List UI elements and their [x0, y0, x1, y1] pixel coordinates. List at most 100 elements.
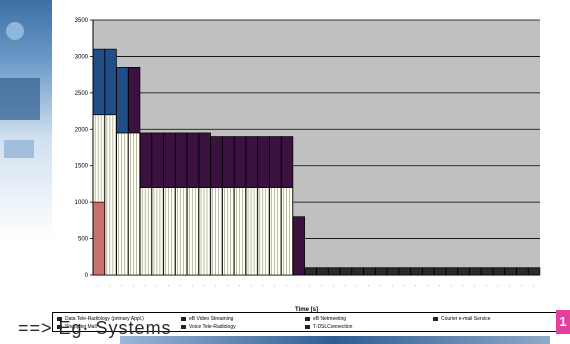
legend-item: Courier e-mail Service [433, 316, 490, 322]
legend-label: eB Netmeeting [313, 316, 347, 322]
legend-label: Shopping Mall [65, 324, 97, 330]
x-tick-label: · [284, 283, 289, 289]
bar-segment [104, 48, 117, 116]
x-tick-label: · [190, 283, 195, 289]
x-tick-label: · [166, 283, 171, 289]
bar-segment [516, 267, 529, 276]
sidebar-shape [0, 78, 40, 120]
bar-segment [433, 267, 447, 276]
legend-swatch [305, 324, 310, 329]
sidebar-shape [6, 22, 24, 40]
x-tick-label: · [237, 283, 242, 289]
legend-item: eB Netmeeting [305, 316, 346, 322]
bar-segment [304, 267, 317, 276]
x-tick-label: · [155, 283, 160, 289]
bar-segment [469, 267, 482, 276]
legend-label: Data Tele-Radiology (primary Appl.) [65, 316, 144, 322]
slide-number: 1 [556, 310, 570, 334]
x-tick-label: · [355, 283, 360, 289]
x-tick-label: · [472, 283, 477, 289]
bar-segment [316, 267, 329, 276]
bar-segment [186, 187, 200, 276]
legend-item: T-DSLConnection [305, 324, 352, 330]
bar-segment [492, 267, 505, 276]
legend-swatch [57, 316, 62, 321]
bar-segment [280, 187, 294, 276]
bar-segment [257, 187, 270, 276]
legend-swatch [57, 324, 62, 329]
x-tick-label: · [414, 283, 419, 289]
x-tick-label: · [390, 283, 395, 289]
legend-item: Shopping Mall [57, 324, 97, 330]
sidebar-shape [4, 140, 34, 158]
chart-legend: Data Tele-Radiology (primary Appl.) eB Vi… [52, 312, 557, 332]
y-tick-label: 0 [85, 273, 89, 279]
bar-segment [351, 267, 364, 276]
x-tick-label: · [143, 283, 148, 289]
x-tick-label: · [119, 283, 124, 289]
bar-segment [210, 187, 223, 276]
legend-label: Voice Tele-Radiology [189, 324, 236, 330]
bar-segment [375, 267, 388, 276]
bar-segment [128, 67, 141, 134]
x-tick-label: · [531, 283, 536, 289]
bar-segment [480, 267, 494, 276]
bar-segment [151, 187, 164, 276]
x-tick-label: · [519, 283, 524, 289]
bar-segment [222, 187, 235, 276]
x-tick-label: · [319, 283, 324, 289]
x-tick-label: · [484, 283, 489, 289]
x-tick-label: · [378, 283, 383, 289]
legend-item: eB Video Streaming [181, 316, 233, 322]
bar-segment [245, 187, 258, 276]
bar-segment [528, 267, 541, 276]
x-tick-label: · [272, 283, 277, 289]
bar-segment [422, 267, 435, 276]
bar-segment [104, 114, 117, 276]
x-tick-label: · [508, 283, 513, 289]
x-tick-label: · [96, 283, 101, 289]
y-tick-label: 3500 [75, 18, 89, 24]
legend-label: Courier e-mail Service [441, 316, 491, 322]
legend-swatch [305, 316, 310, 321]
y-tick-label: 3000 [75, 54, 89, 60]
x-tick-label: · [343, 283, 348, 289]
bar-segment [386, 267, 400, 276]
legend-label: eB Video Streaming [189, 316, 234, 322]
bar-segment [398, 267, 411, 276]
bar-segment [175, 187, 188, 276]
legend-swatch [433, 316, 438, 321]
x-tick-label: · [496, 283, 501, 289]
bar-segment [92, 201, 105, 276]
x-tick-label: · [202, 283, 207, 289]
x-axis-label: Time [s] [295, 307, 318, 312]
bar-segment [116, 67, 129, 134]
legend-label: T-DSLConnection [313, 324, 353, 330]
x-tick-label: · [425, 283, 430, 289]
x-tick-label: · [366, 283, 371, 289]
bar-segment [210, 136, 223, 188]
x-tick-label: · [296, 283, 301, 289]
y-tick-label: 1500 [75, 164, 89, 170]
bar-segment [139, 132, 153, 188]
bar-segment [163, 187, 176, 276]
bar-segment [245, 136, 258, 188]
y-tick-label: 2500 [75, 91, 89, 97]
bar-segment [222, 136, 235, 188]
bar-segment [233, 187, 247, 276]
bar-segment [457, 267, 470, 276]
y-tick-label: 1000 [75, 200, 89, 206]
bar-segment [151, 132, 164, 188]
bar-segment [339, 267, 353, 276]
bar-segment [186, 132, 200, 188]
bar-segment [92, 114, 105, 203]
x-tick-label: · [331, 283, 336, 289]
bar-segment [163, 132, 176, 188]
bar-segment [280, 136, 294, 188]
bar-segment [198, 187, 211, 276]
slide-sidebar-decoration [0, 0, 52, 344]
x-tick-label: · [249, 283, 254, 289]
stacked-bar-chart: 0 500 1000 1500 2000 2500 3000 3500 · · · · · · · · · · · ·… [75, 18, 541, 312]
bar-segment [116, 132, 129, 276]
x-tick-label: · [108, 283, 113, 289]
